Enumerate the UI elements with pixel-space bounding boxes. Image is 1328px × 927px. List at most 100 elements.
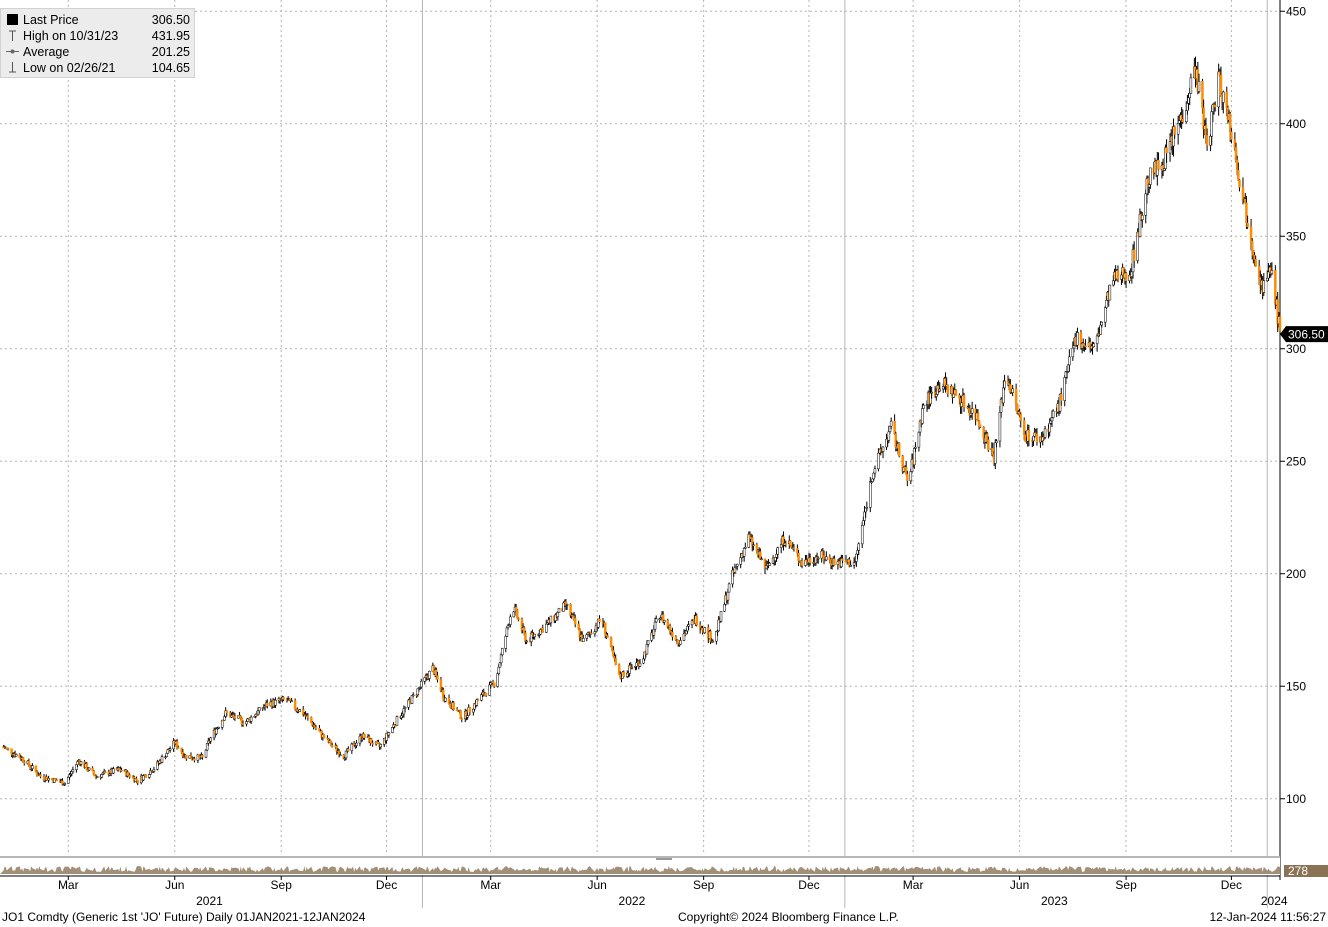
candle-down bbox=[104, 771, 107, 773]
x-month-label: Dec bbox=[1221, 878, 1242, 892]
candle-down bbox=[789, 540, 792, 546]
candle-up bbox=[47, 778, 50, 781]
candle-down bbox=[39, 774, 42, 777]
candle-up bbox=[290, 700, 293, 703]
candlestick-series bbox=[2, 56, 1282, 787]
candle-up bbox=[387, 732, 391, 736]
candle-down bbox=[841, 558, 844, 561]
last-price-tag bbox=[1280, 326, 1328, 343]
average-line-icon bbox=[6, 49, 19, 54]
candle-down bbox=[1060, 393, 1063, 401]
candle-up bbox=[403, 707, 407, 709]
candle-down bbox=[808, 557, 812, 564]
candle-up bbox=[889, 420, 893, 427]
candle-down bbox=[1009, 384, 1012, 393]
candle-down bbox=[144, 774, 148, 778]
y-tick-label: 250 bbox=[1286, 454, 1306, 468]
candle-up bbox=[565, 604, 569, 606]
candle-down bbox=[185, 754, 188, 759]
legend-last-price-value: 306.50 bbox=[151, 13, 190, 27]
candle-down bbox=[622, 671, 626, 677]
candle-up bbox=[646, 640, 650, 645]
candle-up bbox=[1217, 71, 1220, 108]
last-price-tag-label: 306.50 bbox=[1288, 328, 1325, 342]
candle-down bbox=[193, 758, 196, 761]
candle-up bbox=[545, 623, 548, 633]
candle-up bbox=[1105, 300, 1108, 308]
candle-down bbox=[1132, 249, 1136, 261]
candle-down bbox=[1116, 270, 1120, 280]
candle-up bbox=[752, 544, 755, 547]
candle-up bbox=[1141, 215, 1144, 221]
candle-up bbox=[395, 716, 399, 726]
candle-up bbox=[549, 615, 553, 624]
candle-down bbox=[322, 734, 326, 739]
candle-down bbox=[23, 761, 26, 764]
candle-down bbox=[1230, 131, 1233, 140]
legend-average: Average 201.25 bbox=[1, 44, 196, 60]
candle-down bbox=[606, 635, 609, 638]
y-tick-label: 150 bbox=[1286, 679, 1306, 693]
candle-up bbox=[1222, 91, 1225, 103]
y-tick-label: 400 bbox=[1286, 117, 1306, 131]
candle-up bbox=[638, 662, 642, 667]
candle-up bbox=[760, 558, 763, 561]
candle-up bbox=[727, 583, 731, 593]
candle-down bbox=[135, 778, 138, 781]
candle-up bbox=[869, 481, 872, 508]
candle-up bbox=[379, 744, 383, 748]
candle-down bbox=[609, 637, 613, 646]
y-tick-label: 450 bbox=[1286, 4, 1306, 18]
candle-down bbox=[1213, 105, 1217, 108]
candle-up bbox=[865, 507, 869, 509]
candle-up bbox=[857, 543, 860, 551]
candle-down bbox=[976, 412, 980, 422]
candle-up bbox=[825, 556, 828, 561]
candle-down bbox=[201, 754, 204, 758]
candle-up bbox=[719, 611, 723, 622]
candle-up bbox=[209, 737, 212, 742]
candle-up bbox=[1103, 307, 1107, 323]
candle-up bbox=[1262, 280, 1266, 293]
candle-down bbox=[452, 702, 455, 710]
x-year-label: 2021 bbox=[196, 894, 223, 908]
candle-down bbox=[176, 747, 180, 749]
candle-up bbox=[938, 388, 941, 392]
candle-down bbox=[314, 727, 318, 729]
candle-up bbox=[1108, 284, 1112, 301]
volume-panel bbox=[0, 856, 1280, 875]
candle-up bbox=[744, 546, 747, 549]
candle-up bbox=[152, 769, 156, 772]
legend-low-value: 104.65 bbox=[151, 61, 190, 75]
price-axis: 100 150 200 250 300 350 400 450 306.50 278 bbox=[1279, 0, 1328, 880]
x-month-label: Mar bbox=[903, 878, 924, 892]
candle-up bbox=[995, 440, 998, 444]
candle-down bbox=[614, 658, 617, 665]
panel-divider[interactable] bbox=[0, 856, 1280, 858]
candle-up bbox=[687, 624, 690, 627]
candle-up bbox=[204, 749, 208, 758]
candle-up bbox=[466, 715, 469, 718]
candle-up bbox=[160, 756, 164, 763]
y-tick-label: 350 bbox=[1286, 229, 1306, 243]
candle-up bbox=[165, 753, 168, 757]
candle-up bbox=[816, 557, 820, 560]
candle-down bbox=[671, 631, 674, 637]
y-tick-label: 300 bbox=[1286, 342, 1306, 356]
candle-up bbox=[411, 694, 415, 697]
candle-up bbox=[849, 565, 852, 567]
candle-up bbox=[877, 452, 880, 469]
candle-up bbox=[79, 761, 83, 765]
panel-resize-handle bbox=[656, 856, 672, 860]
candle-down bbox=[1250, 240, 1254, 251]
candle-down bbox=[946, 384, 950, 394]
candle-up bbox=[274, 699, 277, 706]
candle-up bbox=[350, 743, 354, 751]
candle-down bbox=[1219, 75, 1223, 96]
candle-up bbox=[630, 667, 634, 669]
candle-down bbox=[1084, 345, 1087, 347]
time-axis: Mar Jun Sep Dec Mar Jun Sep Dec Mar Jun Sep Dec 2021… bbox=[0, 875, 1288, 908]
candle-down bbox=[797, 553, 800, 561]
candle-down bbox=[460, 718, 464, 720]
candle-up bbox=[914, 446, 917, 449]
